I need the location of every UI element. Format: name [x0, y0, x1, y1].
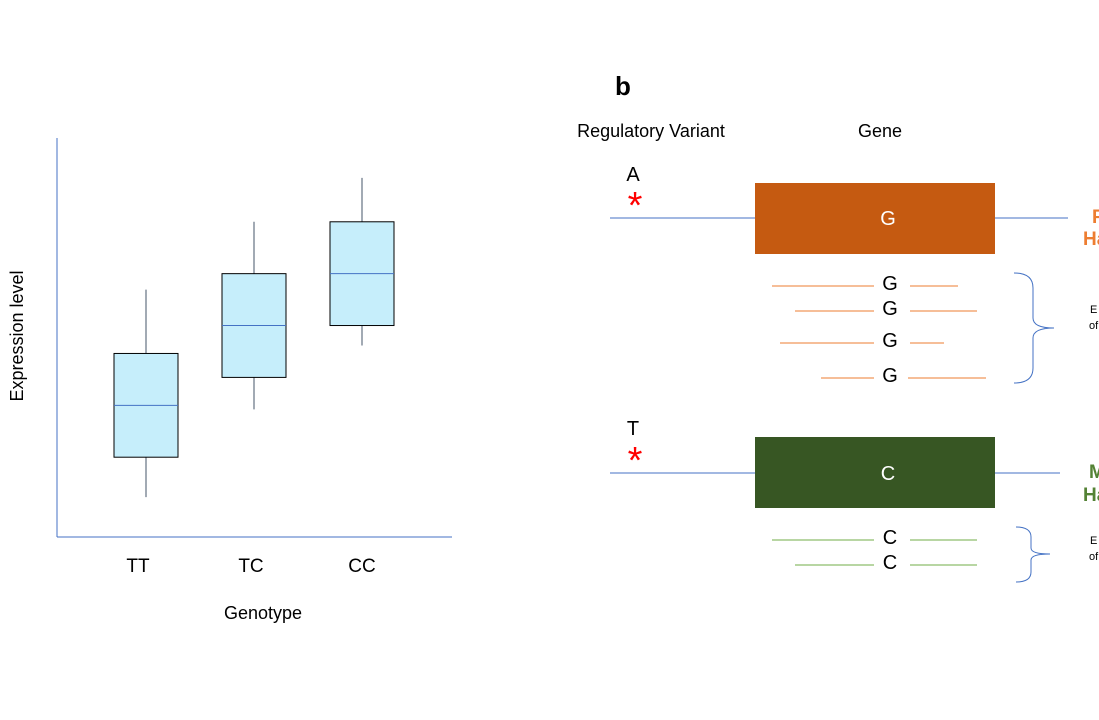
top-transcript-3: G [780, 330, 944, 352]
expression-top-line2: of [1089, 320, 1099, 332]
box-series [113, 177, 395, 498]
transcript-allele-label: G [882, 330, 898, 352]
haplotype-top-name-line2: Ha [1083, 229, 1099, 250]
haplotype-bottom: T * C M Ha CC E of [610, 418, 1099, 583]
bottom-transcript-1: C [772, 527, 977, 549]
gene-header: Gene [858, 121, 902, 141]
gene-block-bottom [755, 437, 995, 508]
regulatory-variant-header: Regulatory Variant [577, 121, 725, 141]
transcript-allele-label: C [883, 527, 897, 549]
expression-bottom-line2: of [1089, 551, 1099, 563]
x-tick-labels: TT TC CC [126, 556, 375, 577]
bottom-transcript-2: C [795, 552, 977, 574]
top-transcript-1: G [772, 273, 958, 295]
transcript-allele-label: C [883, 552, 897, 574]
allele-top-label: A [626, 164, 640, 186]
brace-bottom [1015, 526, 1051, 583]
panel-a-boxplot: TT TC CC Genotype Expression level [7, 138, 452, 623]
variant-asterisk-bottom: * [628, 440, 643, 482]
transcript-allele-label: G [882, 365, 898, 387]
gene-block-top [755, 183, 995, 254]
gene-bottom-allele: C [881, 463, 895, 485]
panel-b-label: b [615, 71, 631, 101]
transcripts-bottom: CC [772, 527, 977, 574]
top-transcript-2: G [795, 298, 977, 320]
box-cc [329, 177, 395, 346]
haplotype-bottom-name-line1: M [1089, 462, 1099, 483]
transcript-allele-label: G [882, 273, 898, 295]
x-tick-cc: CC [348, 556, 375, 577]
panel-b-diagram: b Regulatory Variant Gene A * G P Ha GGG… [577, 71, 1099, 583]
expression-top-line1: E [1090, 304, 1097, 316]
y-axis-label: Expression level [7, 270, 27, 401]
box-tc [221, 221, 287, 410]
expression-bottom-line1: E [1090, 535, 1097, 547]
top-transcript-4: G [821, 365, 986, 387]
brace-top [1013, 272, 1055, 384]
haplotype-bottom-name-line2: Ha [1083, 485, 1099, 506]
gene-top-allele: G [880, 208, 896, 230]
x-tick-tt: TT [126, 556, 150, 577]
variant-asterisk-top: * [628, 185, 643, 227]
haplotype-top-name-line1: P [1092, 207, 1099, 228]
x-axis-label: Genotype [224, 603, 302, 623]
x-tick-tc: TC [238, 556, 263, 577]
transcript-allele-label: G [882, 298, 898, 320]
allele-bottom-label: T [627, 418, 639, 440]
box-tt [113, 289, 179, 498]
